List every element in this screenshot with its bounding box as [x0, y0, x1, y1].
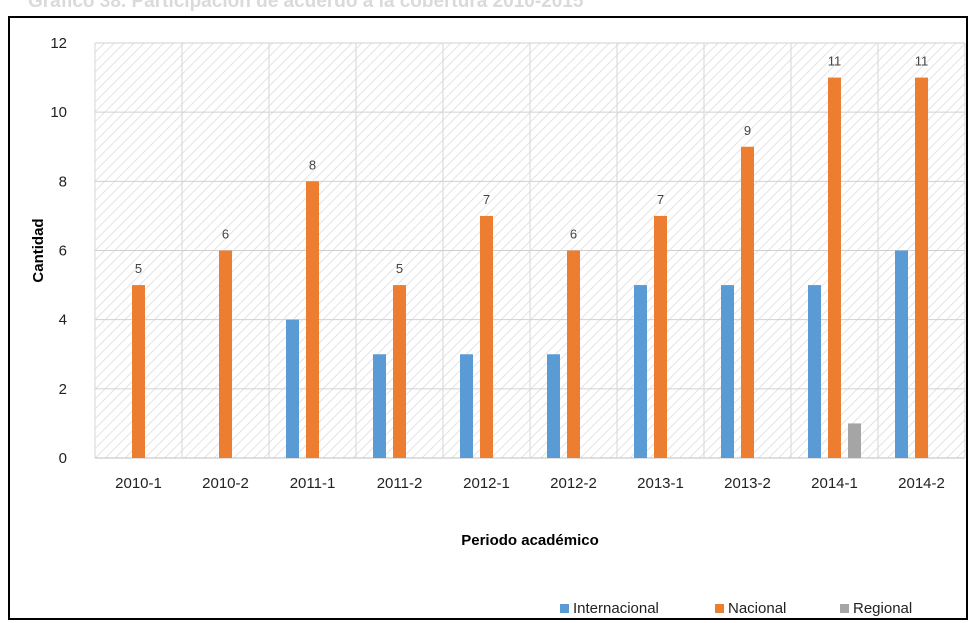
- y-tick-label: 2: [59, 381, 67, 398]
- bar-internacional: [895, 250, 908, 458]
- y-tick-label: 10: [50, 104, 67, 121]
- data-label: 6: [570, 227, 577, 242]
- bar-internacional: [634, 285, 647, 458]
- bar-nacional: [741, 146, 754, 458]
- legend-swatch: [560, 604, 569, 613]
- bar-internacional: [721, 285, 734, 458]
- x-axis-title: Periodo académico: [461, 532, 599, 549]
- x-tick-label: 2013-2: [724, 475, 771, 492]
- bar-nacional: [915, 77, 928, 459]
- data-label: 7: [483, 192, 490, 207]
- bar-internacional: [808, 285, 821, 458]
- x-tick-label: 2014-2: [898, 475, 945, 492]
- data-label: 11: [915, 54, 929, 69]
- x-tick-label: 2011-1: [290, 475, 336, 492]
- bar-internacional: [286, 319, 299, 458]
- legend-label: Nacional: [728, 600, 786, 617]
- bar-nacional: [567, 250, 580, 458]
- bar-internacional: [460, 354, 473, 458]
- y-tick-label: 0: [59, 450, 67, 467]
- y-tick-label: 12: [50, 35, 67, 52]
- x-tick-label: 2014-1: [811, 475, 858, 492]
- data-label: 8: [309, 157, 316, 172]
- data-label: 9: [744, 123, 751, 138]
- x-tick-label: 2013-1: [637, 475, 684, 492]
- figure-caption: Gráfico 38. Participación de acuerdo a l…: [28, 0, 584, 12]
- x-tick-label: 2012-2: [550, 475, 597, 492]
- gridlines: [94, 42, 966, 459]
- bar-nacional: [306, 181, 319, 459]
- x-tick-label: 2012-1: [463, 475, 510, 492]
- bar-nacional: [393, 285, 406, 458]
- legend-swatch: [715, 604, 724, 613]
- bar-internacional: [547, 354, 560, 458]
- data-label: 5: [135, 261, 142, 276]
- data-label: 7: [657, 192, 664, 207]
- y-axis-ticks: 0 2 4 6 8 10 12: [50, 35, 67, 467]
- bar-nacional: [219, 250, 232, 458]
- bar-nacional: [828, 77, 841, 459]
- data-label: 6: [222, 227, 229, 242]
- x-axis-ticks: 2010-1 2010-2 2011-1 2011-2 2012-1 2012-2 2013…: [115, 475, 945, 492]
- x-tick-label: 2011-2: [377, 475, 423, 492]
- chart-frame: 5 6 8 5 7 6 7 9 11 11 0 2 4 6 8 10 12 2010-1 2010-2 2011-…: [8, 16, 968, 620]
- y-tick-label: 8: [59, 173, 67, 190]
- x-tick-label: 2010-2: [202, 475, 249, 492]
- data-label: 11: [828, 54, 842, 69]
- legend-swatch: [840, 604, 849, 613]
- bar-internacional: [373, 354, 386, 458]
- legend: Internacional Nacional Regional: [560, 600, 912, 617]
- y-tick-label: 6: [59, 243, 67, 260]
- data-labels: 5 6 8 5 7 6 7 9 11 11: [135, 54, 928, 276]
- bar-nacional: [480, 215, 493, 458]
- legend-label: Internacional: [573, 600, 659, 617]
- y-axis-title: Cantidad: [30, 218, 47, 282]
- y-tick-label: 4: [59, 312, 67, 329]
- bars: [132, 77, 928, 459]
- x-tick-label: 2010-1: [115, 475, 162, 492]
- data-label: 5: [396, 261, 403, 276]
- bar-nacional: [132, 285, 145, 458]
- bar-nacional: [654, 215, 667, 458]
- legend-label: Regional: [853, 600, 912, 617]
- bar-regional: [848, 423, 861, 458]
- bar-chart: 5 6 8 5 7 6 7 9 11 11 0 2 4 6 8 10 12 2010-1 2010-2 2011-…: [30, 35, 966, 617]
